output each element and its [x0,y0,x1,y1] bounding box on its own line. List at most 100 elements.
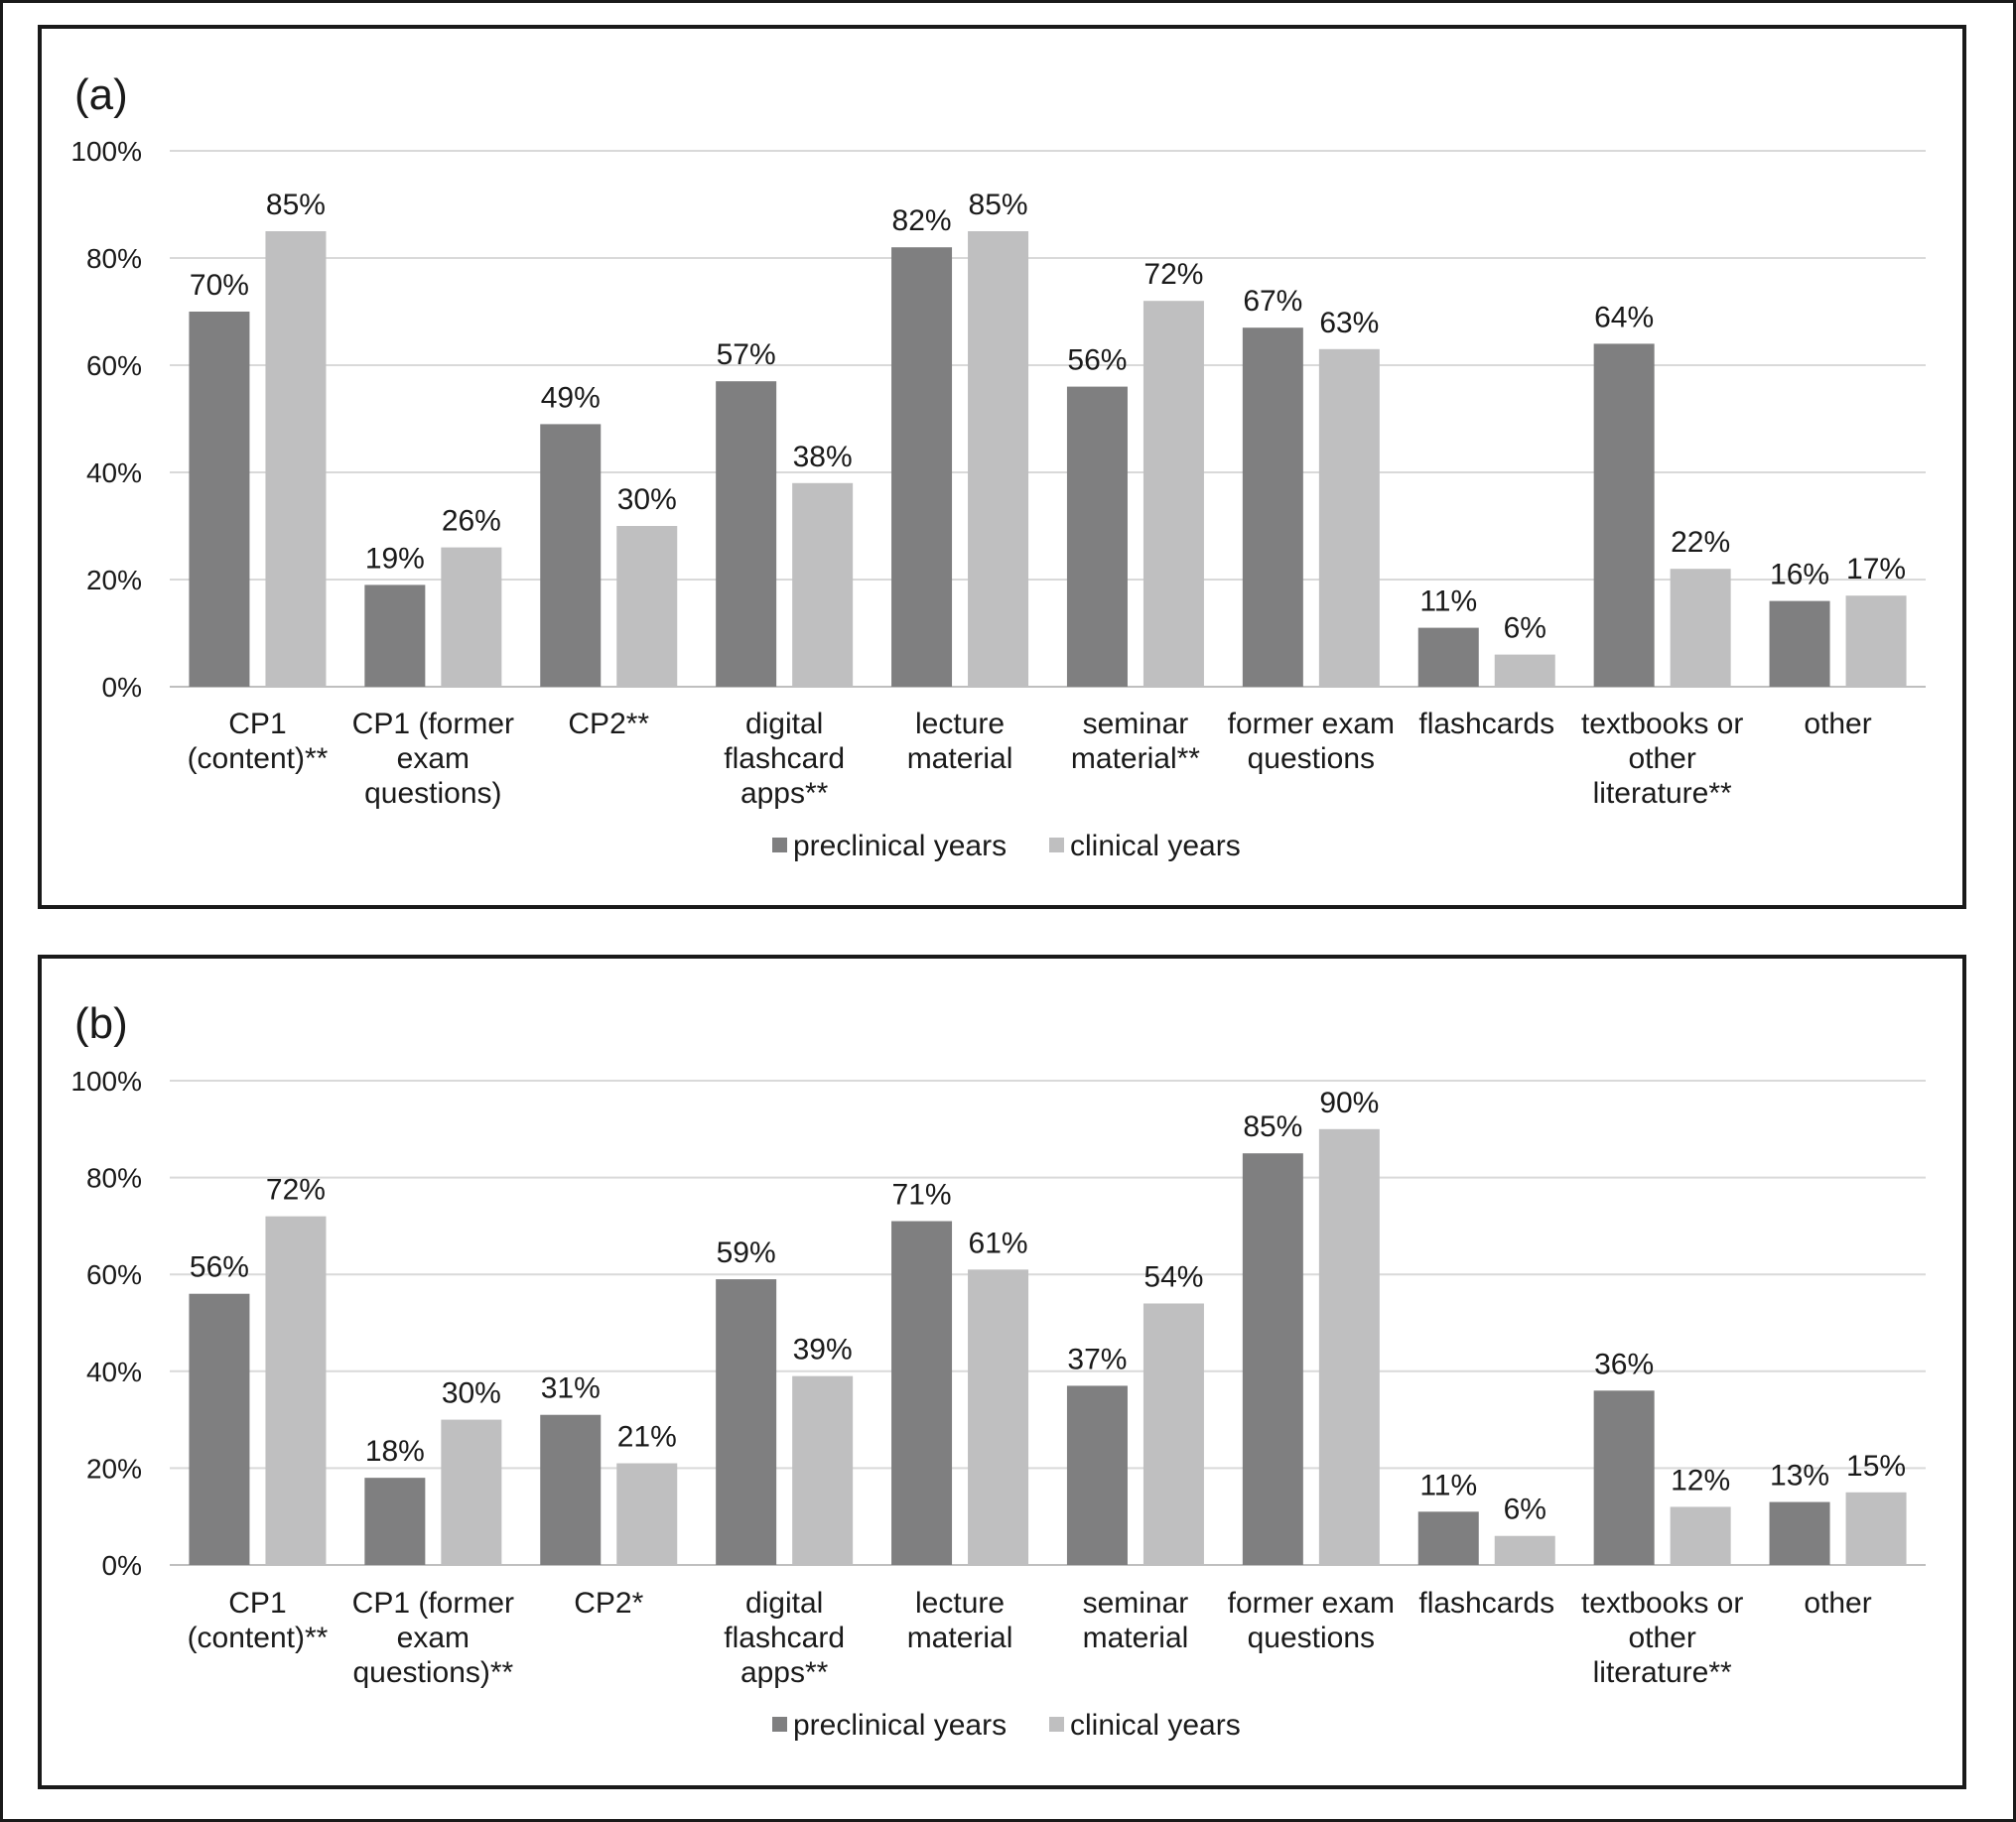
data-label: 22% [1671,526,1730,559]
category-label: flashcards [1418,708,1554,740]
bar-preclinical [1242,1153,1303,1565]
category-label: former exam questions [1228,708,1395,775]
category-label: flashcards [1418,1587,1554,1620]
data-label: 6% [1504,612,1546,645]
category-label: other [1804,1587,1871,1620]
data-label: 18% [365,1435,425,1468]
bar-preclinical [540,1414,602,1565]
data-label: 85% [969,189,1028,221]
bar-clinical [616,526,678,687]
category-label: CP1 (former exam questions)** [352,1587,514,1689]
data-label: 16% [1770,559,1829,591]
data-label: 72% [266,1174,326,1207]
bar-preclinical [189,1293,250,1565]
category-label: former exam questions [1228,1587,1395,1654]
bar-clinical [1494,1535,1555,1565]
legend-swatch-clinical [1049,1717,1064,1732]
panel-b-label: (b) [74,999,128,1048]
legend-label: clinical years [1070,830,1241,862]
data-label: 56% [1067,344,1127,377]
bar-preclinical [1417,1511,1479,1565]
category-label: digital flashcard apps** [724,1587,845,1689]
category-label: textbooks or other literature** [1581,708,1743,810]
data-label: 11% [1419,1469,1477,1501]
bar-preclinical [1242,327,1303,687]
bar-clinical [616,1463,678,1565]
bar-clinical [792,482,854,687]
data-label: 30% [442,1377,501,1410]
y-tick-label: 0% [102,672,142,703]
data-label: 36% [1594,1348,1654,1380]
bar-clinical [441,547,502,687]
bar-preclinical [1593,1390,1655,1565]
data-label: 56% [190,1251,249,1284]
bar-clinical [1670,569,1731,687]
data-label: 19% [365,542,425,575]
data-label: 15% [1846,1450,1906,1483]
bar-preclinical [364,585,426,687]
category-label: CP1 (former exam questions) [352,708,514,810]
panel-b: (b) 0% 20% 40% 60% 80% 100% 56% 72% CP1 (content)… [38,955,1966,1789]
legend-label: preclinical years [793,1709,1007,1742]
category-label: digital flashcard apps** [724,708,845,810]
bar-clinical [968,1269,1029,1565]
data-label: 26% [442,505,501,538]
category-label: seminar material** [1071,708,1200,775]
data-label: 85% [266,189,326,221]
bar-preclinical [891,247,953,687]
category-label: CP1 (content)** [188,1587,329,1654]
data-label: 38% [793,441,853,473]
legend-swatch-clinical [1049,838,1064,852]
data-label: 49% [541,381,601,414]
legend: preclinical years clinical years [772,1709,1241,1742]
data-label: 11% [1419,586,1477,618]
y-tick-label: 100% [70,136,142,167]
bar-preclinical [540,424,602,687]
y-tick-label: 60% [86,1259,142,1290]
bar-preclinical [716,381,777,687]
category-label: CP1 (content)** [188,708,329,775]
category-label: CP2* [574,1587,643,1620]
bar-preclinical [1066,1385,1128,1565]
legend-swatch-preclinical [772,1717,787,1732]
y-tick-label: 20% [86,1453,142,1484]
bar-preclinical [891,1221,953,1565]
category-label: lecture material [907,1587,1013,1654]
y-tick-label: 80% [86,1163,142,1194]
data-label: 82% [892,204,952,237]
y-tick-label: 20% [86,565,142,595]
bar-clinical [265,231,327,687]
data-label: 57% [717,338,776,371]
data-label: 59% [717,1236,776,1269]
bar-clinical [1318,1128,1380,1565]
data-label: 71% [892,1179,952,1212]
bar-clinical [441,1419,502,1565]
bar-clinical [265,1216,327,1565]
y-tick-label: 80% [86,243,142,274]
category-label: lecture material [907,708,1013,775]
bar-clinical [968,231,1029,687]
data-label: 85% [1243,1110,1302,1143]
data-label: 72% [1143,258,1203,291]
category-label: other [1804,708,1871,740]
y-tick-label: 0% [102,1550,142,1581]
y-tick-label: 40% [86,457,142,488]
data-label: 17% [1846,553,1906,586]
legend-swatch-preclinical [772,838,787,852]
bar-clinical [1142,301,1204,687]
panel-a-label: (a) [74,70,128,119]
data-label: 30% [617,483,677,516]
bar-clinical [792,1375,854,1565]
category-label: seminar material [1083,1587,1189,1654]
data-label: 21% [617,1421,677,1454]
y-tick-label: 100% [70,1066,142,1097]
bar-preclinical [364,1478,426,1565]
data-label: 6% [1504,1494,1546,1526]
bar-clinical [1845,1492,1907,1565]
category-label: textbooks or other literature** [1581,1587,1743,1689]
category-label: CP2** [568,708,649,740]
bar-clinical [1845,595,1907,687]
y-tick-label: 60% [86,350,142,381]
data-label: 64% [1594,301,1654,333]
